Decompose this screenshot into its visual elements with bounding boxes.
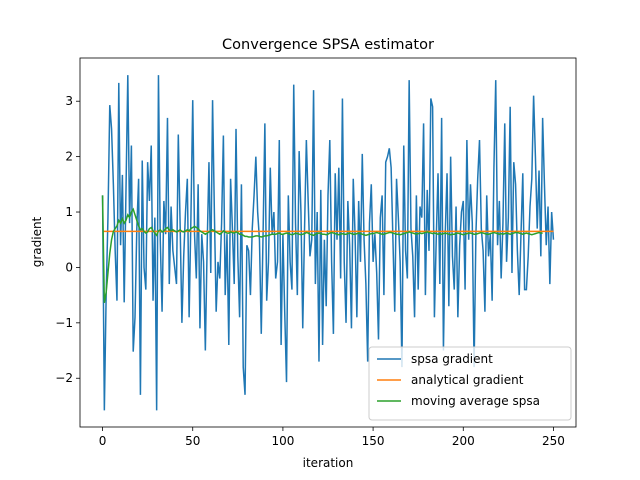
y-axis-label: gradient	[30, 216, 44, 267]
y-tick-label: −2	[55, 371, 73, 385]
x-tick-label: 0	[99, 434, 107, 448]
series-line	[101, 195, 543, 304]
legend-label: moving average spsa	[411, 394, 540, 408]
series-line	[101, 75, 555, 411]
x-axis-label: iteration	[303, 456, 354, 470]
legend-label: analytical gradient	[411, 373, 524, 387]
x-tick-label: 250	[542, 434, 565, 448]
x-tick-label: 50	[185, 434, 200, 448]
y-tick-label: 0	[65, 260, 73, 274]
legend-box	[368, 346, 572, 421]
x-tick-label: 150	[362, 434, 385, 448]
legend-label: spsa gradient	[411, 352, 493, 366]
y-tick-label: −1	[55, 316, 73, 330]
y-tick-label: 1	[65, 205, 73, 219]
y-tick-label: 3	[65, 94, 73, 108]
x-tick-label: 100	[271, 434, 294, 448]
chart-title: Convergence SPSA estimator	[222, 37, 434, 53]
plot-frame	[79, 57, 577, 428]
y-tick-label: 2	[65, 150, 73, 164]
x-tick-label: 200	[452, 434, 475, 448]
